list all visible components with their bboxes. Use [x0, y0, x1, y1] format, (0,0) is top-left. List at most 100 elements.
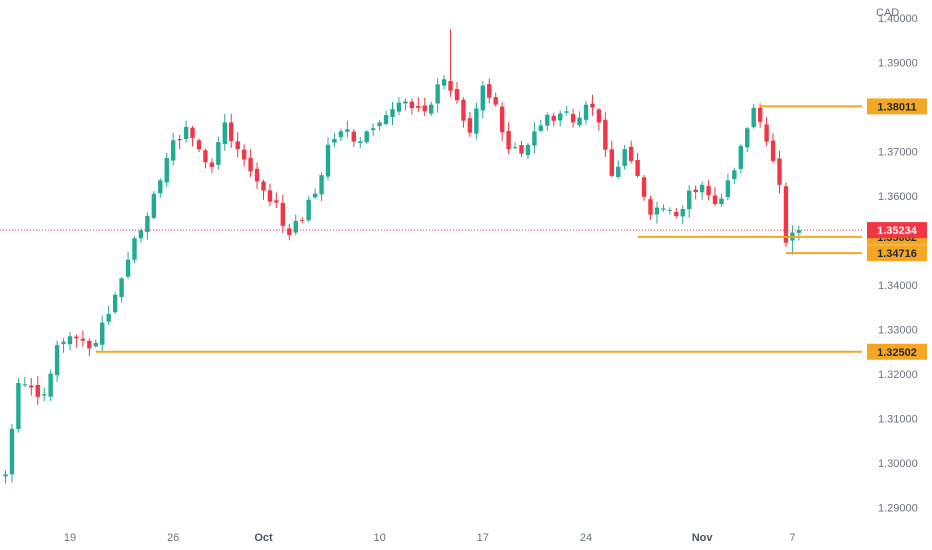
level-price-tag-bg	[867, 98, 927, 115]
candle-body	[151, 193, 157, 218]
candle-body	[29, 385, 34, 388]
candle	[183, 120, 189, 143]
candle-body	[474, 108, 479, 134]
candle-body	[667, 209, 673, 211]
candle-body	[461, 99, 466, 121]
candle-body	[706, 186, 711, 196]
candle	[609, 140, 614, 178]
candle-body	[9, 428, 15, 475]
candle	[532, 122, 537, 154]
candle-body	[796, 230, 802, 233]
candle-body	[261, 181, 266, 191]
candle	[519, 141, 524, 157]
candle-body	[177, 139, 182, 141]
last-price-tag: 1.35234	[867, 222, 927, 239]
candle	[241, 144, 247, 167]
candle	[312, 188, 318, 199]
candle	[487, 78, 492, 104]
y-tick-label: 1.30000	[878, 458, 918, 470]
candle-body	[306, 199, 311, 221]
candle	[770, 133, 776, 163]
candle-body	[364, 131, 369, 143]
candle	[119, 276, 124, 303]
candle-body	[22, 384, 28, 386]
candle-body	[42, 394, 47, 396]
candle-body	[196, 140, 202, 150]
candle	[416, 97, 421, 113]
candle	[396, 97, 402, 116]
candle	[596, 108, 602, 131]
candle-body	[429, 104, 434, 114]
candle-body	[370, 128, 376, 131]
candle-body	[745, 128, 750, 148]
candle	[325, 137, 331, 181]
candle	[293, 214, 298, 236]
candle	[280, 194, 286, 234]
support-resistance-levels	[95, 105, 862, 353]
time-axis[interactable]: 19 26 Oct 10 17 24 Nov 7	[64, 532, 796, 544]
price-axis[interactable]: CAD 1.29000 1.30000 1.31000 1.32000 1.33000 1…	[876, 7, 918, 515]
candle-body	[532, 131, 537, 146]
y-tick-label: 1.39000	[878, 57, 918, 69]
candle-body	[241, 149, 247, 160]
candle-body	[293, 220, 298, 233]
candle	[616, 160, 621, 179]
candle-body	[280, 202, 286, 226]
candle	[332, 132, 337, 148]
candle-body	[416, 106, 421, 108]
candle	[364, 129, 369, 145]
candle-body	[106, 313, 111, 322]
candle	[403, 98, 408, 111]
candle-body	[132, 238, 137, 260]
candle-body	[274, 200, 279, 203]
candle	[796, 225, 802, 241]
candle	[654, 201, 660, 224]
candle-body	[93, 342, 98, 347]
candle-body	[216, 142, 221, 165]
candle	[764, 116, 769, 147]
candle	[628, 140, 634, 164]
candle	[583, 100, 589, 125]
candle-body	[757, 107, 763, 122]
candle	[680, 205, 685, 225]
candle-body	[487, 84, 492, 98]
candle-body	[164, 157, 169, 183]
candle	[87, 338, 92, 357]
candle	[190, 125, 195, 147]
candle	[145, 212, 150, 240]
x-tick-label: Oct	[254, 532, 273, 544]
candle	[177, 134, 182, 150]
candle	[693, 185, 698, 200]
candle-body	[235, 141, 240, 150]
candle	[74, 334, 79, 348]
candle-body	[287, 228, 292, 236]
candle	[461, 97, 466, 128]
candle	[319, 172, 324, 201]
candle-body	[61, 341, 66, 344]
level-price-tag-label: 1.34716	[877, 248, 917, 260]
candle	[287, 224, 292, 241]
candle-body	[609, 149, 614, 176]
candle-body	[254, 168, 260, 182]
candle-body	[16, 383, 21, 430]
candle-body	[635, 159, 640, 176]
candle-body	[603, 119, 608, 150]
candle	[641, 174, 647, 201]
candle	[112, 292, 118, 314]
candle-body	[480, 85, 485, 111]
candle	[409, 98, 415, 115]
candle	[635, 152, 640, 178]
candle-body	[229, 122, 234, 142]
y-tick-label: 1.34000	[878, 280, 918, 292]
candle-body	[654, 207, 660, 215]
candle	[661, 204, 666, 212]
candle-body	[764, 124, 769, 142]
candle-body	[525, 144, 531, 156]
candle-body	[112, 294, 118, 313]
candle	[22, 377, 28, 387]
candle	[719, 193, 724, 208]
candle	[422, 97, 427, 117]
